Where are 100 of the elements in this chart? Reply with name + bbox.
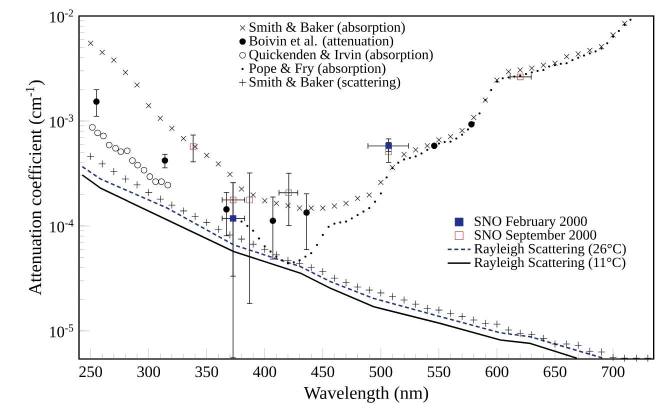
point	[144, 188, 152, 196]
point	[388, 292, 396, 300]
point	[320, 205, 326, 211]
point	[168, 201, 176, 209]
point	[622, 20, 628, 26]
point	[262, 198, 268, 204]
point	[552, 60, 558, 66]
x-tick-label: 350	[195, 366, 218, 378]
point	[122, 70, 128, 76]
point	[106, 142, 112, 148]
point	[190, 143, 196, 150]
point	[230, 215, 236, 222]
point	[574, 342, 582, 349]
point	[230, 196, 236, 204]
point	[458, 312, 466, 320]
point	[493, 320, 501, 328]
point	[250, 192, 256, 198]
point	[274, 200, 280, 206]
point	[401, 152, 407, 158]
point	[118, 148, 124, 155]
point	[307, 264, 315, 272]
point	[216, 161, 222, 167]
point	[134, 162, 141, 168]
point	[400, 296, 408, 304]
point	[431, 142, 438, 150]
point	[191, 212, 199, 220]
point	[134, 82, 140, 88]
point	[529, 66, 534, 71]
point	[204, 152, 210, 158]
y-tick-label: 10$^{-2}$	[50, 9, 74, 23]
point	[285, 202, 291, 208]
point	[385, 142, 392, 150]
x-tick-label: 550	[428, 366, 450, 378]
y-axis-title: Attenuation coefficient (cm$^{-1}$)	[26, 80, 45, 296]
point	[94, 130, 101, 136]
point	[129, 157, 136, 164]
point	[192, 144, 198, 150]
point	[412, 300, 420, 308]
legend-label: SNO February 2000	[474, 216, 587, 229]
point	[223, 206, 230, 213]
point	[100, 132, 107, 140]
x-tick-label: 400	[253, 366, 276, 378]
point	[124, 148, 130, 154]
point	[610, 32, 616, 38]
point	[540, 62, 546, 68]
point	[93, 98, 100, 105]
legend-label: Rayleigh Scattering (11°C)	[474, 257, 626, 270]
point	[354, 196, 360, 202]
point	[385, 148, 392, 155]
point	[133, 181, 141, 189]
point	[286, 190, 292, 196]
x-tick-label: 500	[370, 366, 392, 378]
x-tick-label: 250	[79, 366, 102, 378]
point	[180, 136, 186, 142]
point	[366, 192, 372, 198]
point	[632, 354, 640, 362]
point	[98, 160, 106, 168]
x-tick-label: 650	[544, 366, 566, 378]
point	[330, 274, 338, 282]
point	[424, 304, 432, 312]
point	[504, 326, 512, 334]
point	[246, 196, 253, 204]
point	[446, 310, 454, 318]
point	[598, 44, 604, 50]
point	[146, 102, 152, 108]
point	[390, 164, 396, 170]
point	[100, 50, 105, 56]
point	[586, 348, 594, 355]
point	[308, 205, 314, 211]
point	[516, 74, 524, 80]
legend-label: Quickenden & Irvin (absorption)	[249, 49, 433, 62]
legend-label: Smith & Baker (scattering)	[250, 76, 400, 90]
point	[112, 145, 119, 152]
point	[238, 186, 244, 192]
point	[494, 77, 500, 83]
point	[89, 124, 96, 131]
y-tick-label: 10$^{-4}$	[50, 219, 74, 232]
point	[111, 57, 117, 63]
point	[122, 175, 130, 183]
y-tick-label: 10$^{-5}$	[50, 324, 74, 338]
point	[272, 251, 280, 259]
point	[448, 134, 454, 140]
point	[435, 306, 443, 314]
point	[517, 67, 523, 73]
point	[377, 289, 385, 297]
point	[342, 278, 350, 286]
point	[459, 128, 465, 134]
point	[343, 200, 349, 206]
x-tick-label: 600	[486, 366, 508, 378]
x-tick-label: 300	[137, 366, 160, 378]
point	[202, 218, 210, 226]
point	[227, 172, 233, 178]
point	[296, 205, 302, 211]
point	[158, 178, 165, 185]
point	[378, 180, 384, 186]
legend-label: Pope & Fry (absorption)	[249, 63, 386, 76]
legend-label: Rayleigh Scattering (26°C)	[474, 244, 626, 256]
point	[620, 354, 628, 362]
point	[86, 152, 94, 160]
point	[540, 334, 548, 342]
